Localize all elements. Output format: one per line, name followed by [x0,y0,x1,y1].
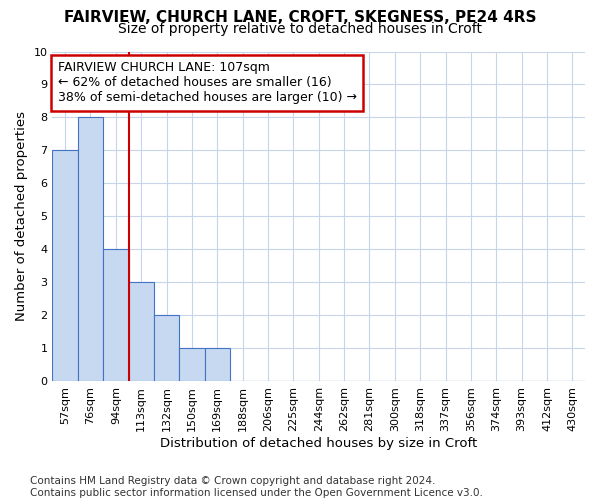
Text: Contains HM Land Registry data © Crown copyright and database right 2024.
Contai: Contains HM Land Registry data © Crown c… [30,476,483,498]
Bar [205,348,230,382]
Bar [78,118,103,382]
Text: FAIRVIEW, CHURCH LANE, CROFT, SKEGNESS, PE24 4RS: FAIRVIEW, CHURCH LANE, CROFT, SKEGNESS, … [64,10,536,25]
Bar [179,348,205,382]
Y-axis label: Number of detached properties: Number of detached properties [15,112,28,322]
Bar [154,316,179,382]
Text: FAIRVIEW CHURCH LANE: 107sqm
← 62% of detached houses are smaller (16)
38% of se: FAIRVIEW CHURCH LANE: 107sqm ← 62% of de… [58,62,357,104]
Bar [52,150,78,382]
X-axis label: Distribution of detached houses by size in Croft: Distribution of detached houses by size … [160,437,478,450]
Bar [128,282,154,382]
Bar [103,250,128,382]
Text: Size of property relative to detached houses in Croft: Size of property relative to detached ho… [118,22,482,36]
